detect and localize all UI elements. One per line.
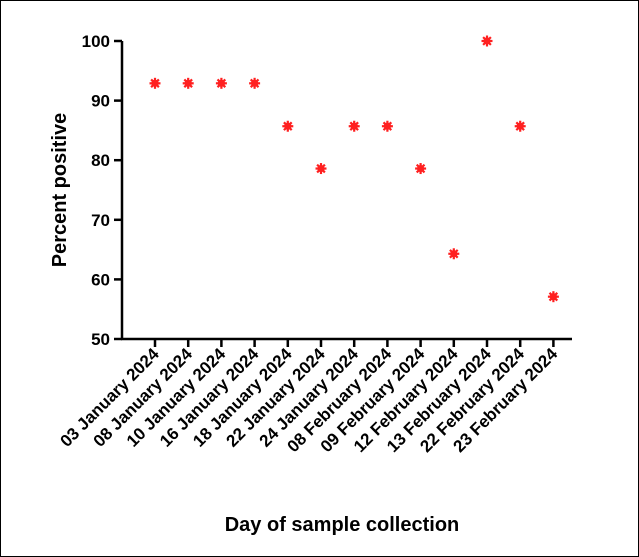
- y-tick-label: 70: [91, 211, 110, 230]
- data-point: [249, 77, 261, 89]
- x-axis-title: Day of sample collection: [225, 514, 460, 536]
- data-point: [348, 120, 360, 132]
- y-axis: 50 60 70 80 90 100: [82, 32, 124, 349]
- data-points: [149, 35, 559, 303]
- data-point: [315, 163, 327, 175]
- y-tick-label: 60: [91, 270, 110, 289]
- data-point: [149, 77, 161, 89]
- data-point: [381, 120, 393, 132]
- data-point: [547, 291, 559, 303]
- data-point: [481, 35, 493, 47]
- data-point: [215, 77, 227, 89]
- data-point: [448, 248, 460, 260]
- y-tick-label: 50: [91, 330, 110, 349]
- y-tick-label: 80: [91, 151, 110, 170]
- data-point: [182, 77, 194, 89]
- y-tick-label: 100: [82, 32, 110, 51]
- y-axis-title: Percent positive: [49, 113, 71, 268]
- data-point: [514, 120, 526, 132]
- y-tick-label: 90: [91, 92, 110, 111]
- data-point: [282, 120, 294, 132]
- data-point: [415, 163, 427, 175]
